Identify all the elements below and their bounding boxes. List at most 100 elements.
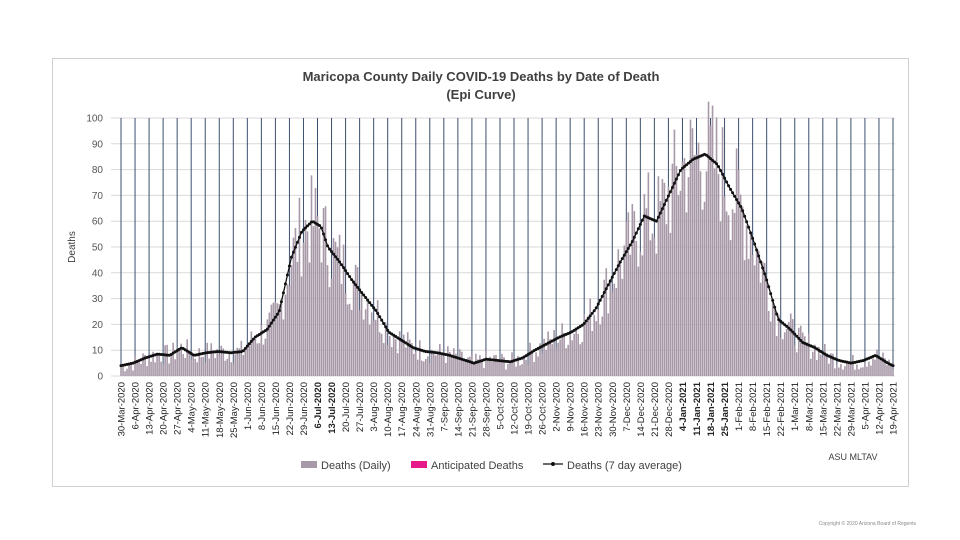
daily-deaths-bar: [204, 362, 207, 376]
daily-deaths-bar: [667, 186, 670, 376]
daily-deaths-bar: [505, 369, 507, 376]
x-tick-label: 4-May-2020: [187, 382, 198, 433]
daily-deaths-bar: [741, 206, 744, 376]
seven-day-average-point: [245, 344, 249, 348]
seven-day-average-point: [592, 309, 596, 313]
daily-deaths-bar: [793, 345, 796, 376]
daily-deaths-bar: [360, 292, 363, 376]
x-tick-label: 19-Oct-2020: [524, 382, 535, 435]
daily-deaths-bar: [479, 355, 481, 376]
daily-deaths-bar: [260, 324, 263, 376]
daily-deaths-bar: [503, 357, 505, 376]
daily-deaths-bar: [876, 349, 878, 376]
daily-deaths-bar: [398, 331, 401, 376]
seven-day-average-point: [767, 285, 771, 289]
daily-deaths-bar: [884, 358, 886, 376]
daily-deaths-bar: [422, 361, 425, 376]
daily-deaths-bar: [318, 228, 321, 376]
daily-deaths-bar: [589, 298, 592, 376]
daily-deaths-bar: [649, 240, 652, 376]
seven-day-average-point: [386, 328, 390, 332]
daily-deaths-bar: [416, 359, 419, 376]
daily-deaths-bar: [545, 349, 547, 376]
daily-deaths-bar: [677, 194, 680, 376]
daily-deaths-bar: [491, 361, 493, 376]
daily-deaths-bar: [683, 158, 686, 376]
seven-day-average-point: [660, 207, 664, 211]
daily-deaths-bar: [200, 357, 203, 376]
daily-deaths-bar: [731, 209, 734, 376]
daily-deaths-bar: [603, 279, 606, 376]
daily-deaths-bar: [402, 334, 405, 376]
x-tick-label: 14-Sep-2020: [453, 382, 464, 437]
daily-deaths-bar: [755, 248, 758, 376]
daily-deaths-bar: [242, 355, 245, 376]
seven-day-average-point: [785, 324, 789, 328]
seven-day-average-point: [795, 334, 799, 338]
daily-deaths-bar: [507, 363, 509, 376]
x-tick-label: 13-Jul-2020: [327, 382, 338, 434]
daily-deaths-bar: [388, 336, 391, 376]
daily-deaths-bar: [244, 350, 247, 376]
seven-day-average-point: [640, 218, 644, 222]
daily-deaths-bar: [218, 353, 221, 376]
x-tick-label: 31-Aug-2020: [425, 382, 436, 437]
daily-deaths-bar: [693, 155, 696, 376]
daily-deaths-bar: [553, 330, 555, 376]
daily-deaths-bar: [471, 355, 473, 376]
x-tick-label: 20-Apr-2020: [159, 382, 170, 435]
daily-deaths-bar: [495, 354, 497, 376]
x-tick-label: 28-Sep-2020: [481, 382, 492, 437]
daily-deaths-bar: [308, 262, 311, 376]
daily-deaths-bar: [767, 310, 770, 376]
x-tick-label: 22-Feb-2021: [776, 382, 787, 436]
seven-day-average-point: [340, 263, 344, 267]
y-tick-label: 20: [92, 320, 104, 331]
x-tick-label: 6-Apr-2020: [131, 382, 142, 430]
daily-deaths-bar: [521, 364, 523, 376]
seven-day-average-point: [247, 342, 251, 346]
daily-deaths-bar: [394, 339, 397, 376]
daily-deaths-bar: [230, 362, 233, 376]
daily-deaths-bar: [813, 344, 816, 376]
x-tick-label: 22-Mar-2021: [832, 382, 843, 436]
daily-deaths-bar: [120, 365, 122, 376]
x-tick-label: 30-Mar-2020: [117, 382, 128, 436]
seven-day-average-point: [891, 364, 895, 368]
chart-subtitle: (Epi Curve): [446, 87, 515, 102]
daily-deaths-bar: [435, 355, 437, 376]
daily-deaths-bar: [410, 343, 413, 376]
chart-frame: Maricopa County Daily COVID-19 Deaths by…: [52, 58, 909, 487]
daily-deaths-bar: [832, 353, 834, 376]
daily-deaths-bar: [826, 353, 828, 376]
daily-deaths-bar: [707, 101, 710, 377]
daily-deaths-bar: [697, 142, 700, 376]
daily-deaths-bar: [621, 278, 624, 376]
daily-deaths-bar: [156, 352, 158, 376]
daily-deaths-bar: [441, 353, 443, 376]
seven-day-average-point: [628, 243, 632, 247]
daily-deaths-bar: [549, 339, 551, 376]
x-tick-label: 15-Feb-2021: [762, 382, 773, 436]
x-tick-label: 9-Nov-2020: [566, 382, 577, 432]
daily-deaths-bar: [366, 300, 369, 376]
seven-day-average-point: [275, 312, 279, 316]
daily-deaths-bar: [803, 336, 806, 376]
daily-deaths-bar: [874, 359, 876, 376]
daily-deaths-bar: [372, 320, 375, 376]
x-tick-label: 5-Oct-2020: [495, 382, 506, 430]
daily-deaths-bar: [453, 348, 455, 376]
seven-day-average-point: [350, 278, 354, 282]
daily-deaths-bar: [220, 345, 223, 376]
daily-deaths-bar: [846, 362, 848, 376]
daily-deaths-bar: [513, 357, 515, 376]
daily-deaths-bar: [537, 356, 539, 376]
daily-deaths-bar: [870, 365, 872, 376]
daily-deaths-bar: [723, 196, 726, 376]
seven-day-average-point: [582, 322, 586, 326]
daily-deaths-bar: [856, 364, 858, 376]
seven-day-average-point: [346, 272, 350, 276]
chart-credit: ASU MLTAV: [828, 452, 877, 462]
seven-day-average-point: [761, 266, 765, 270]
seven-day-average-point: [791, 330, 795, 334]
